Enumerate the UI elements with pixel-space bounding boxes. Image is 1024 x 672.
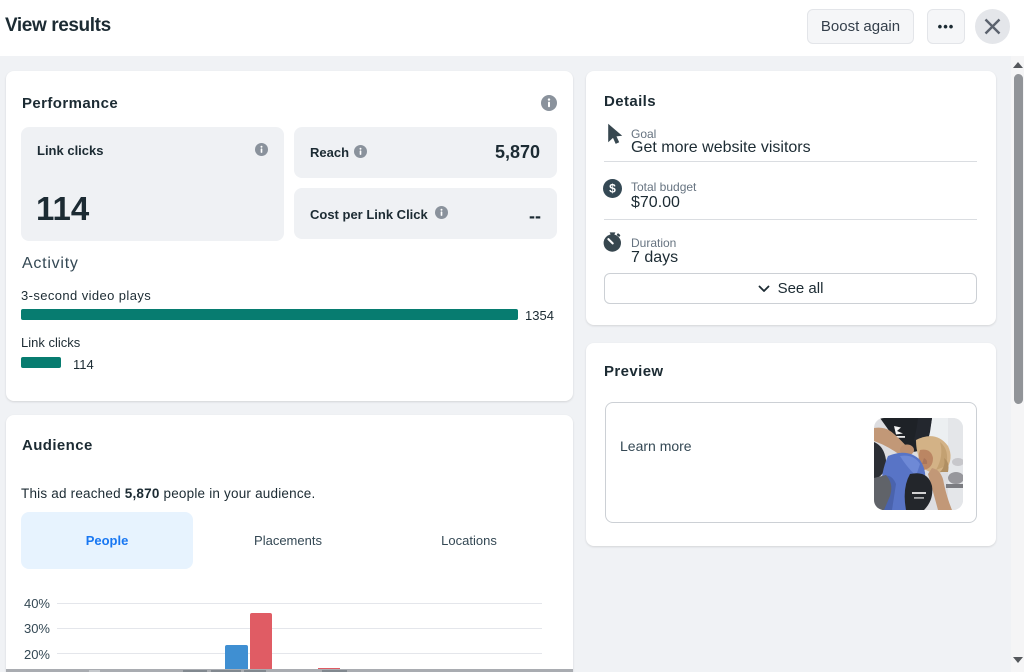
svg-text:$: $ <box>609 182 616 196</box>
